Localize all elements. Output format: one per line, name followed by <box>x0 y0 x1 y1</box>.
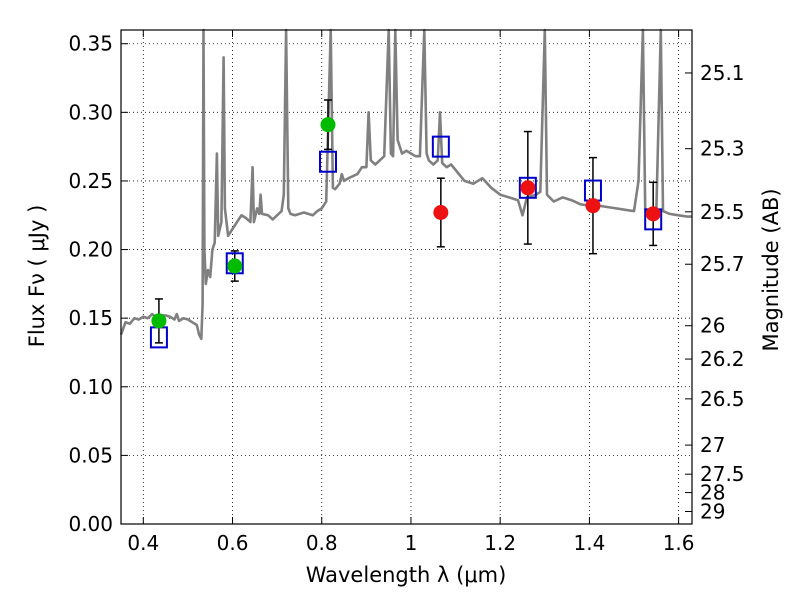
y-tick-label: 0.35 <box>68 32 113 56</box>
x-tick-label: 1.4 <box>573 531 605 555</box>
mag-tick-label: 25.3 <box>700 137 745 161</box>
x-axis-label: Wavelength λ (μm) <box>306 563 507 587</box>
mag-tick-label: 29 <box>700 500 725 524</box>
optical-point <box>151 313 167 329</box>
y-tick-label: 0.30 <box>68 100 113 124</box>
axis-ticks: 0.4 0.6 0.8 1 1.2 1.4 1.6 0.00 0.05 0.10 0.15 0.20 0… <box>68 30 745 555</box>
y-axis-label: Flux Fν ( μJy ) <box>25 205 49 348</box>
error-bars <box>154 99 658 344</box>
spectrum-line <box>119 28 692 341</box>
nir-point <box>645 206 661 222</box>
y-tick-label: 0.05 <box>68 443 113 467</box>
mag-tick-label: 25.1 <box>700 61 745 85</box>
y-tick-label: 0.20 <box>68 238 113 262</box>
model-square-marker <box>431 135 450 158</box>
model-square-marker <box>518 176 537 199</box>
x-tick-label: 0.4 <box>127 531 159 555</box>
nir-point <box>520 180 536 196</box>
mag-tick-label: 27.5 <box>700 462 745 486</box>
x-tick-label: 0.6 <box>217 531 249 555</box>
mag-tick-label: 25.5 <box>700 200 745 224</box>
nir-point <box>433 205 449 221</box>
mag-tick-label: 27 <box>700 433 725 457</box>
x-tick-label: 1 <box>405 531 418 555</box>
nir-point <box>585 198 601 214</box>
x-tick-label: 1.6 <box>663 531 695 555</box>
y-tick-label: 0.10 <box>68 375 113 399</box>
data-markers <box>149 117 663 349</box>
x-tick-label: 0.8 <box>306 531 338 555</box>
mag-tick-label: 26 <box>700 314 725 338</box>
y-tick-label: 0.25 <box>68 169 113 193</box>
spectrum-polyline <box>119 28 692 341</box>
model-square-marker <box>318 150 337 173</box>
plot-frame <box>120 29 693 525</box>
mag-tick-label: 26.5 <box>700 387 745 411</box>
y-tick-label: 0.00 <box>68 512 113 536</box>
optical-point <box>320 117 336 133</box>
optical-point <box>227 258 243 274</box>
y-tick-label: 0.15 <box>68 306 113 330</box>
mag-tick-label: 25.7 <box>700 252 745 276</box>
mag-tick-label: 28 <box>700 481 725 505</box>
mag-tick-label: 26.2 <box>700 347 745 371</box>
right-axis-label: Magnitude (AB) <box>759 188 783 351</box>
x-tick-label: 1.2 <box>484 531 516 555</box>
